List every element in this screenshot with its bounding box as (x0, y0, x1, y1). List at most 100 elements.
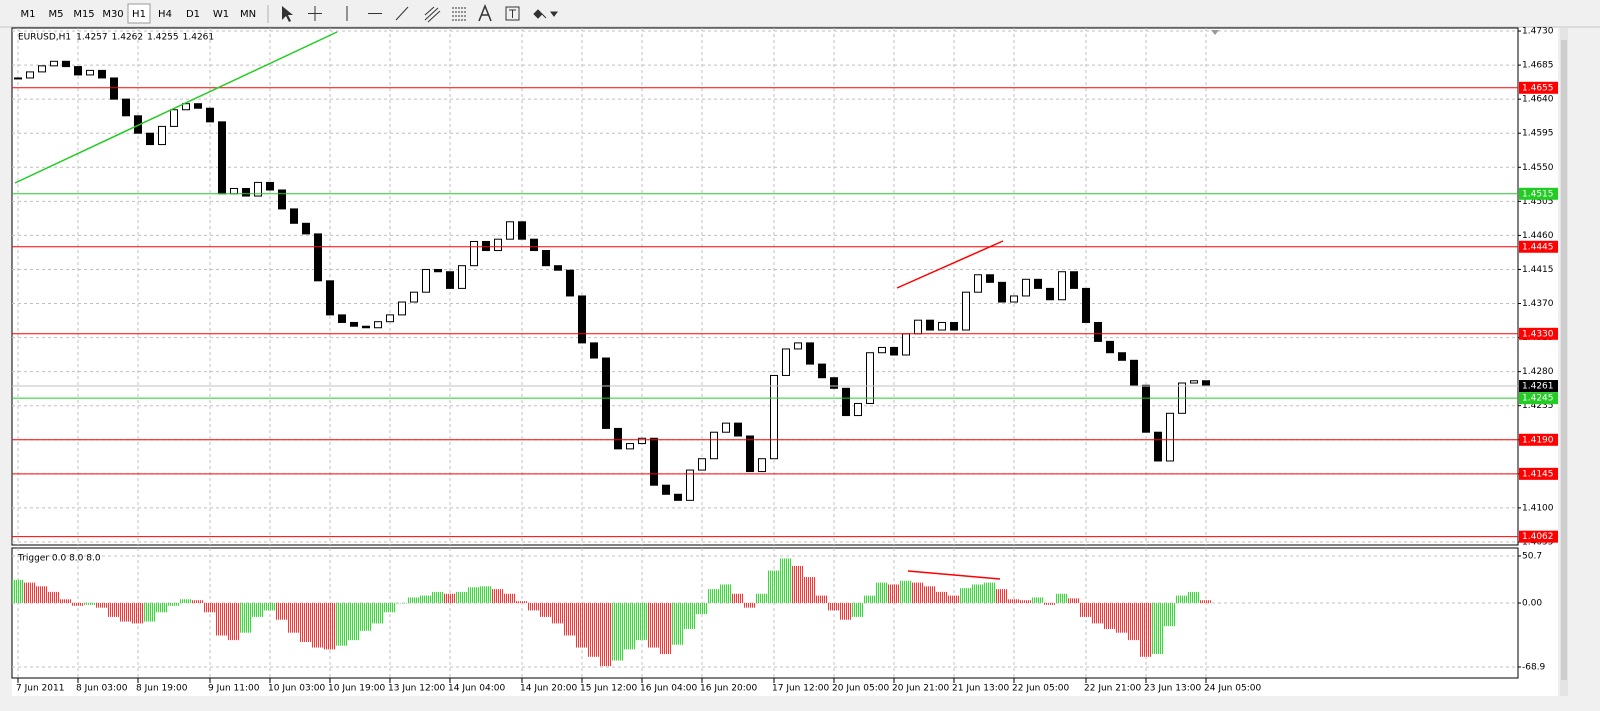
level-label: 1.4515 (1522, 189, 1554, 199)
candle (638, 437, 646, 445)
indicator-bar (1080, 603, 1092, 617)
indicator-bar (696, 603, 708, 615)
level-label-box (1519, 467, 1558, 480)
indicator-bar (1008, 599, 1020, 604)
indicator-bar (24, 582, 36, 604)
candle (122, 98, 130, 117)
indicator-pane (11, 547, 1519, 679)
candle (1190, 380, 1198, 384)
level-label: 1.4245 (1522, 394, 1554, 404)
timeframe-label[interactable]: MN (240, 9, 256, 20)
level-label: 1.4062 (1522, 532, 1554, 542)
indicator-bar (828, 603, 840, 611)
level-label: 1.4330 (1522, 329, 1554, 339)
candle (266, 181, 274, 191)
candle (446, 271, 454, 289)
indicator-bar (216, 603, 228, 636)
timeframe-label[interactable]: M30 (102, 9, 123, 20)
fibonacci-tool[interactable] (452, 7, 466, 21)
indicator-bar (996, 589, 1008, 604)
indicator-bar (72, 603, 84, 606)
y-tick-label: 1.4460 (1522, 231, 1554, 241)
crosshair-tool[interactable] (308, 6, 322, 21)
indicator-bar (408, 597, 420, 604)
indicator-bar (108, 603, 120, 617)
ohlc-value: 1.4257 (76, 33, 108, 43)
indicator-bar (1116, 603, 1128, 633)
x-tick-label: 23 Jun 13:00 (1144, 684, 1201, 694)
candle (518, 221, 526, 240)
indicator-bar (744, 603, 756, 608)
timeframe-label[interactable]: M1 (21, 9, 36, 20)
candle (1058, 271, 1066, 301)
timeframe-label[interactable]: D1 (186, 9, 200, 20)
timeframe-label[interactable]: H1 (132, 9, 146, 20)
indicator-bar (624, 603, 636, 650)
channel-tool[interactable] (424, 6, 441, 23)
y-tick-label: 1.4505 (1522, 197, 1554, 207)
x-tick-label: 22 Jun 05:00 (1012, 684, 1069, 694)
trendline-tool[interactable] (395, 6, 409, 21)
timeframe-label[interactable]: W1 (213, 9, 229, 20)
arrows-tool[interactable] (533, 9, 558, 19)
text-tool[interactable] (478, 3, 492, 22)
candle (674, 493, 682, 501)
candle (494, 238, 502, 252)
indicator-bar (1020, 600, 1032, 604)
candle (542, 250, 550, 267)
indicator-bar (348, 603, 360, 641)
candle (962, 291, 970, 331)
trendline (14, 31, 338, 184)
indicator-bar (612, 603, 624, 661)
scrollbar-thumb[interactable] (1561, 40, 1567, 680)
label-tool[interactable] (505, 6, 520, 21)
ohlc-value: 1.4261 (183, 33, 215, 43)
candle (710, 431, 718, 460)
indicator-bar (60, 599, 72, 604)
x-tick-label: 20 Jun 05:00 (832, 684, 889, 694)
candle (950, 321, 958, 331)
timeframe-label[interactable]: M5 (49, 9, 64, 20)
indicator-bar (84, 603, 96, 605)
indicator-bar (480, 586, 492, 604)
candle (338, 314, 346, 323)
candle (206, 107, 214, 123)
indicator-bar (48, 591, 60, 604)
chart-shift-marker[interactable] (1211, 30, 1219, 35)
candle (422, 268, 430, 293)
candle (842, 387, 850, 417)
indicator-bar (324, 603, 336, 650)
candle (998, 281, 1006, 303)
indicator-bar (456, 591, 468, 604)
x-tick-label: 8 Jun 19:00 (136, 684, 188, 694)
level-label-box (1519, 240, 1558, 253)
indicator-bar (588, 603, 600, 657)
candle (626, 443, 634, 450)
chart-title: EURUSD,H1 (18, 33, 71, 43)
timeframe-label[interactable]: M15 (73, 9, 94, 20)
indicator-bar (960, 588, 972, 604)
labels: 1.40551.41001.41451.41901.42351.42801.43… (16, 27, 1558, 694)
candle (278, 189, 286, 210)
marks (12, 28, 1518, 678)
ohlc-value: 1.4255 (147, 33, 179, 43)
candle (758, 458, 766, 473)
y-tick-label: 1.4280 (1522, 367, 1554, 377)
cursor-tool[interactable] (282, 6, 293, 22)
indicator-bar (192, 600, 204, 604)
timeframe-label[interactable]: H4 (158, 9, 172, 20)
candle (650, 437, 658, 486)
indicator-bar (780, 558, 792, 604)
indicator-bar (240, 603, 252, 633)
timeframe-button[interactable] (127, 3, 151, 24)
candle (554, 265, 562, 271)
candle (722, 422, 730, 433)
indicator-bar (1104, 603, 1116, 630)
x-tick-label: 24 Jun 05:00 (1204, 684, 1261, 694)
candle (1202, 380, 1210, 387)
candle (938, 321, 946, 331)
y-tick-label: 1.4235 (1522, 401, 1554, 411)
level-label-box (1519, 530, 1558, 543)
x-tick-label: 20 Jun 21:00 (892, 684, 949, 694)
indicator-bar (1176, 595, 1188, 604)
